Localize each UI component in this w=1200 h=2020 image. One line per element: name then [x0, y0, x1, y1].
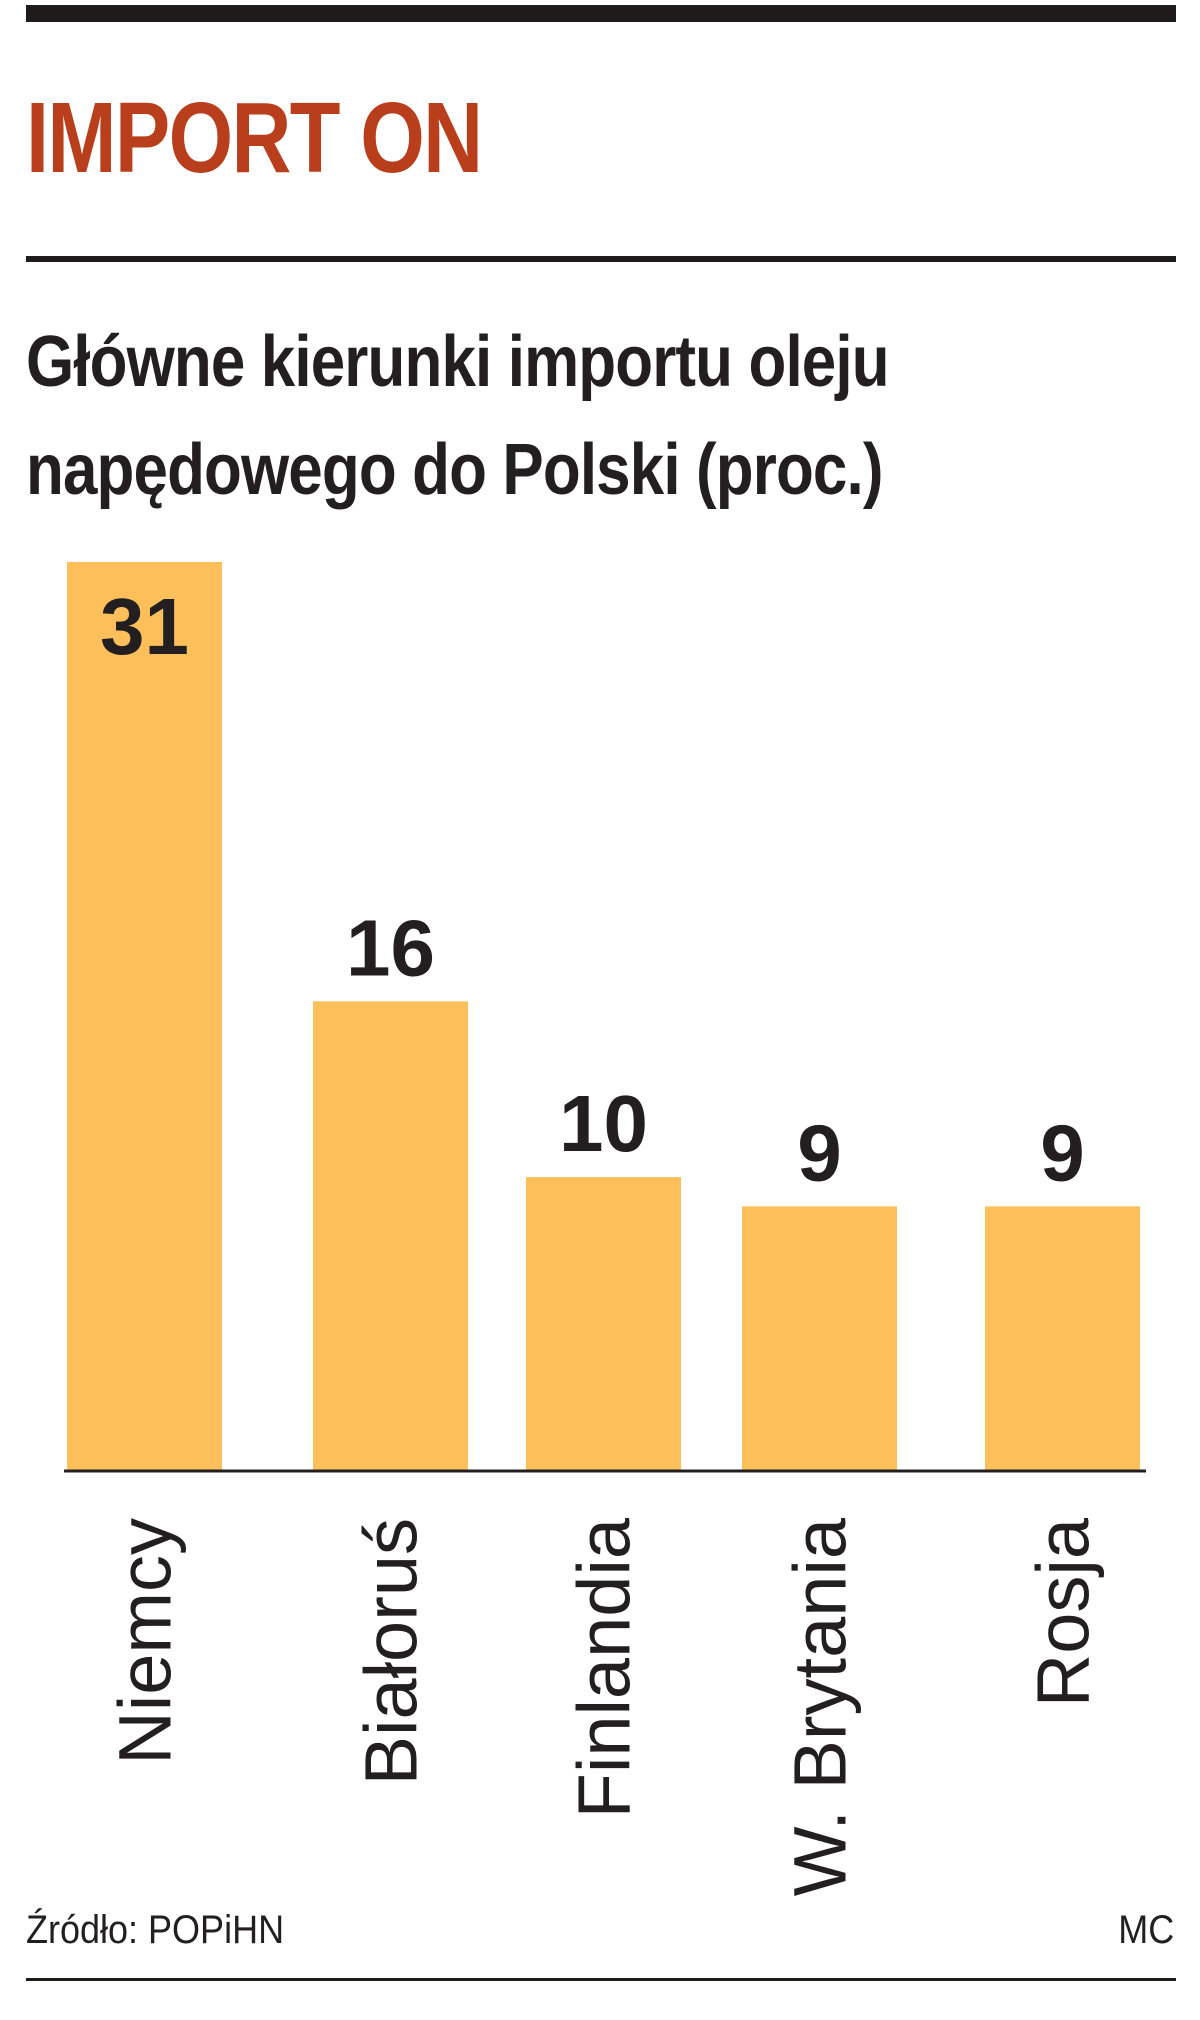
subtitle-line-2: napędowego do Polski (proc.): [26, 430, 883, 510]
category-label-niemcy: Niemcy: [104, 1518, 187, 1765]
value-label-niemcy: 31: [100, 582, 189, 671]
top-rule: [26, 5, 1176, 22]
author-credit: MC: [1118, 1908, 1174, 1952]
bar-niemcy: [67, 562, 222, 1470]
bar-finlandia: [526, 1177, 681, 1470]
chart-title: IMPORT ON: [26, 82, 483, 194]
bar-bia-orus: [313, 1001, 468, 1470]
value-label-rosja: 9: [1040, 1108, 1085, 1197]
value-label-bia-orus: 16: [346, 903, 435, 992]
bar-rosja: [985, 1206, 1140, 1470]
category-label-rosja: Rosja: [1022, 1517, 1105, 1707]
category-label-finlandia: Finlandia: [563, 1517, 646, 1818]
bar-w-brytania: [742, 1206, 897, 1470]
subtitle-line-1: Główne kierunki importu oleju: [26, 322, 890, 402]
category-label-w-brytania: W. Brytania: [779, 1517, 862, 1896]
category-label-bia-orus: Białoruś: [350, 1518, 433, 1785]
value-label-finlandia: 10: [559, 1079, 648, 1168]
title-divider: [26, 256, 1176, 262]
chart-subtitle: Główne kierunki importu oleju napędowego…: [26, 308, 890, 524]
source-note: Źródło: POPiHN: [26, 1908, 285, 1952]
bottom-rule: [26, 1978, 1176, 1981]
value-label-w-brytania: 9: [797, 1108, 842, 1197]
